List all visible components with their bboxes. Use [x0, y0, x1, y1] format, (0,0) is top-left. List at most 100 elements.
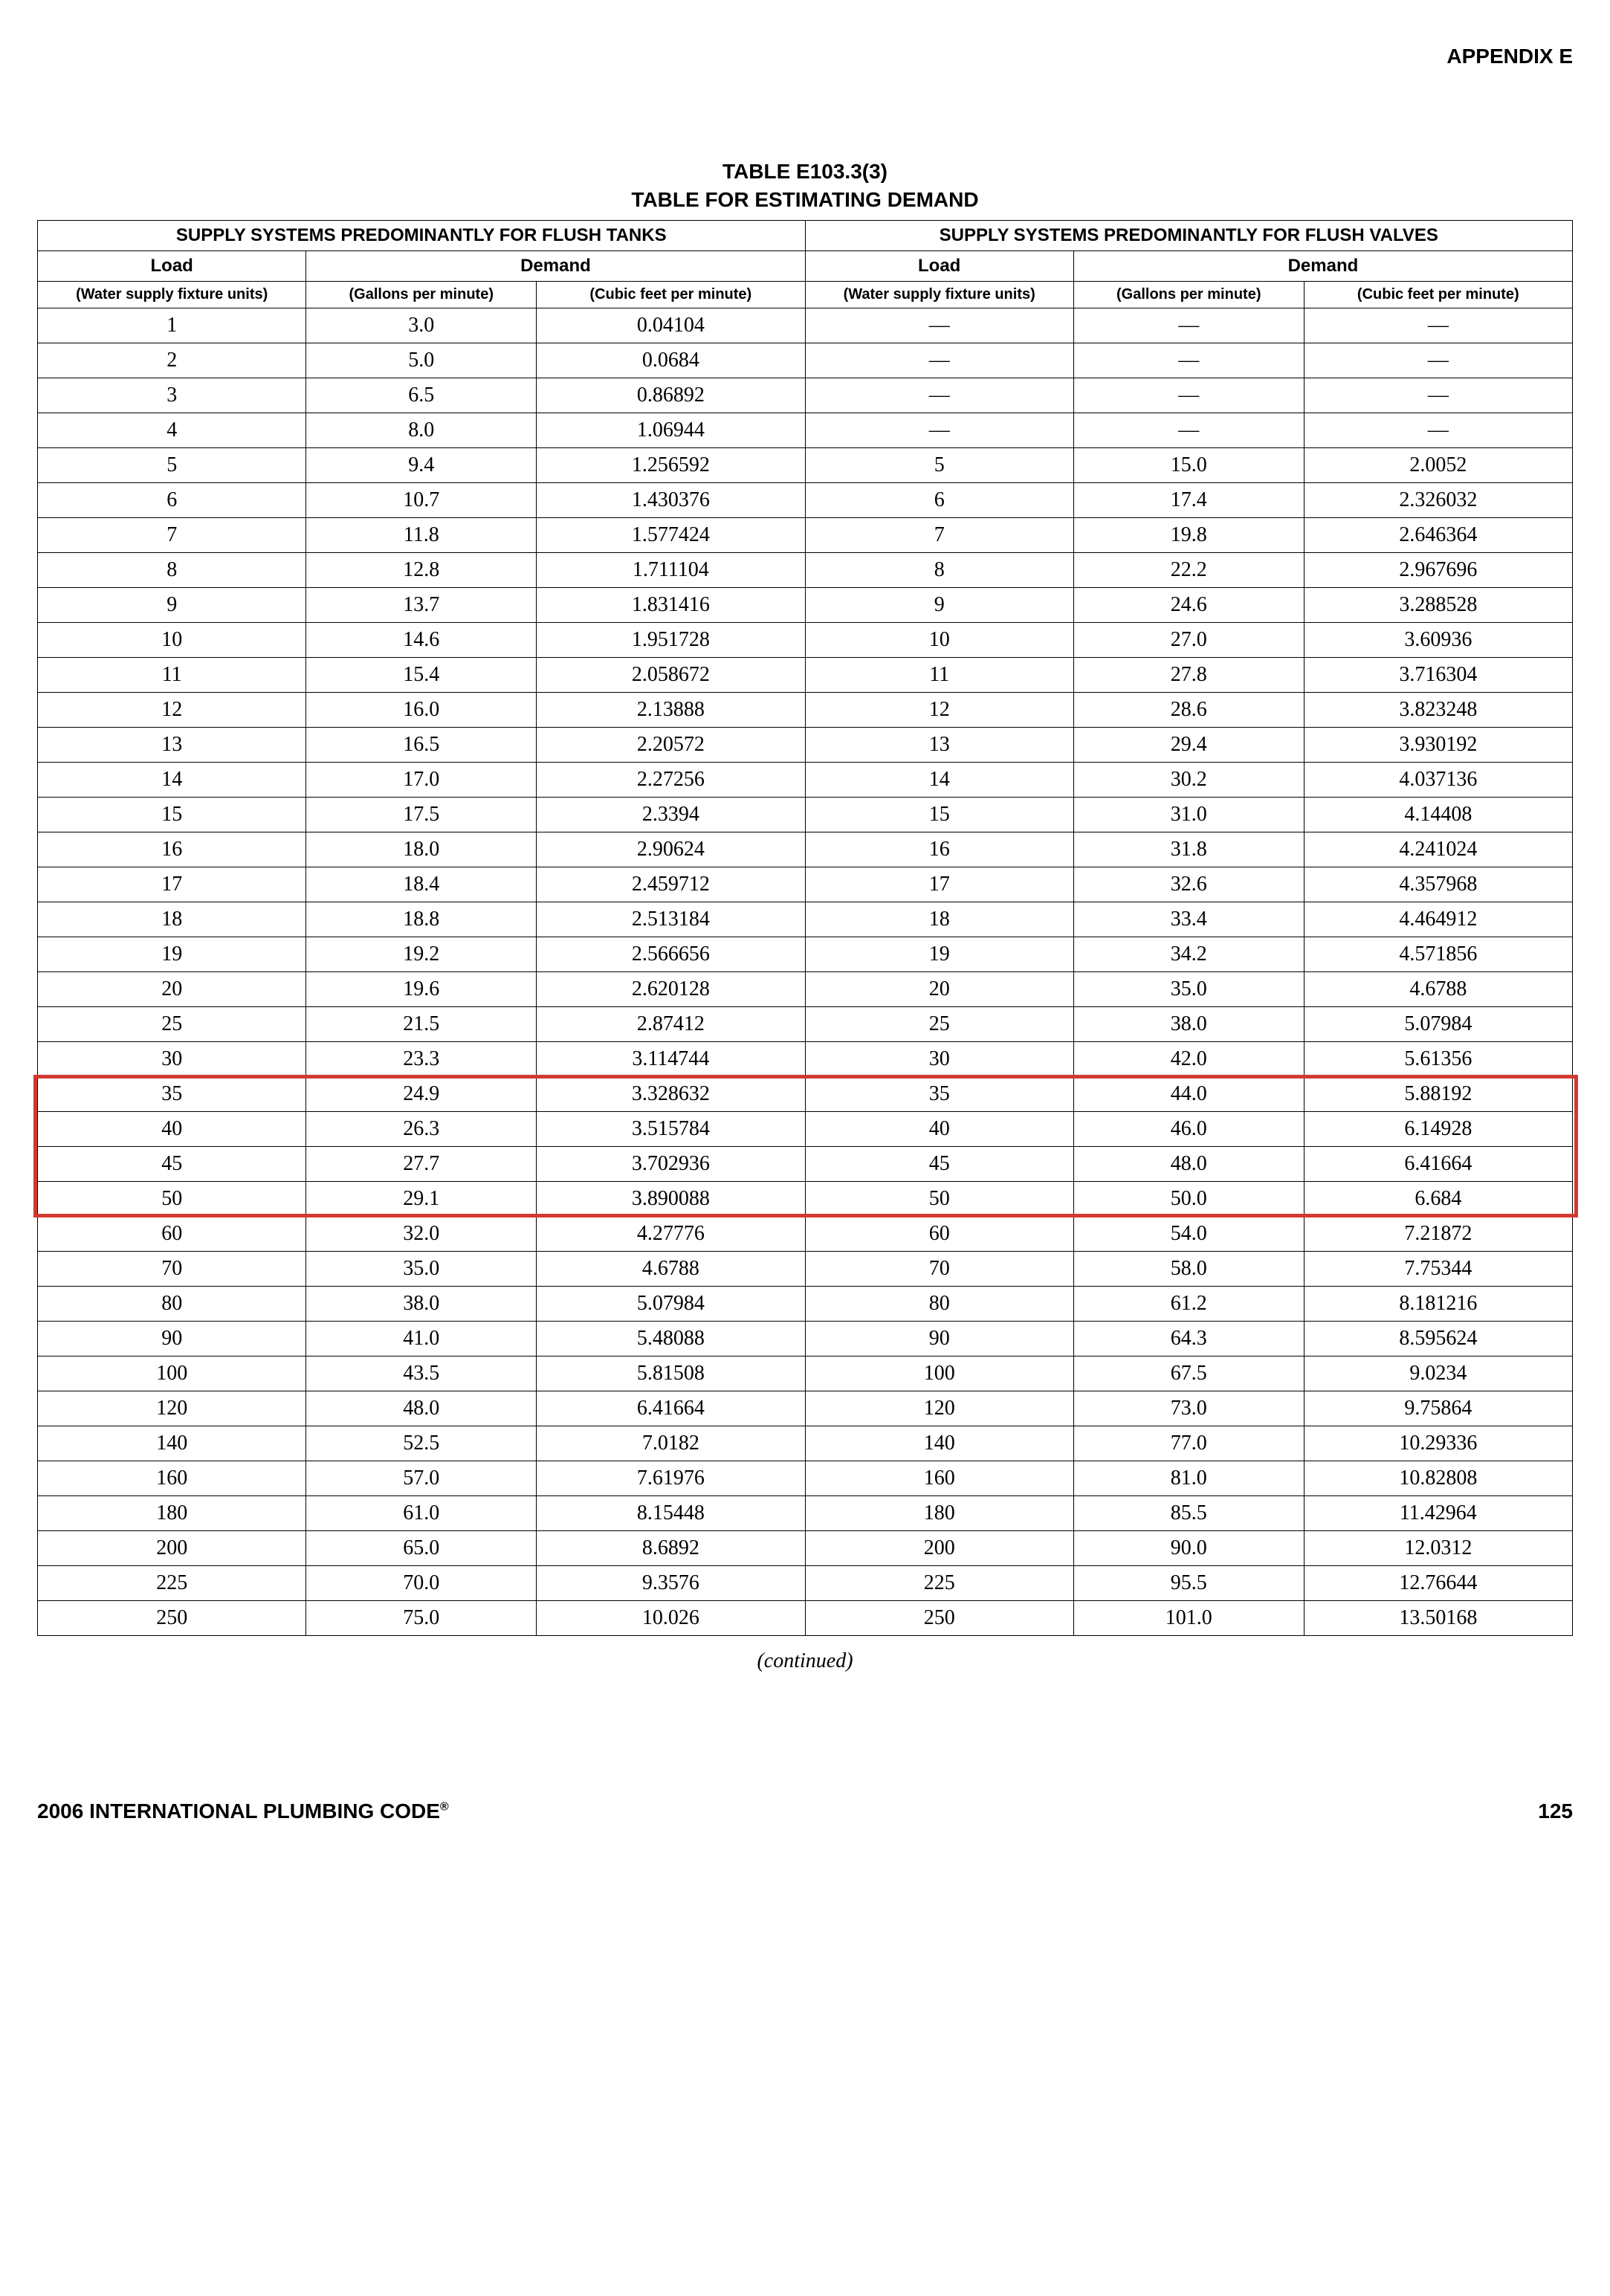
- table-row: 25075.010.026250101.013.50168: [38, 1600, 1573, 1635]
- table-row: 16057.07.6197616081.010.82808: [38, 1461, 1573, 1495]
- table-cell: 11: [38, 657, 306, 692]
- table-cell: 12.8: [306, 552, 537, 587]
- table-cell: 77.0: [1073, 1426, 1304, 1461]
- table-cell: 10.7: [306, 482, 537, 517]
- footer-reg: ®: [440, 1800, 449, 1813]
- table-cell: 6.5: [306, 378, 537, 413]
- table-cell: 18.4: [306, 867, 537, 902]
- table-cell: 90: [38, 1321, 306, 1356]
- table-cell: 32.6: [1073, 867, 1304, 902]
- table-cell: 30: [38, 1041, 306, 1076]
- table-cell: 32.0: [306, 1216, 537, 1251]
- table-cell: 5.07984: [537, 1286, 805, 1321]
- table-cell: 45: [805, 1146, 1073, 1181]
- table-row: 4527.73.7029364548.06.41664: [38, 1146, 1573, 1181]
- table-row: 25.00.0684———: [38, 343, 1573, 378]
- table-cell: 8: [38, 552, 306, 587]
- table-row: 5029.13.8900885050.06.684: [38, 1181, 1573, 1216]
- table-cell: 0.04104: [537, 308, 805, 343]
- table-cell: 3.823248: [1304, 692, 1572, 727]
- table-cell: 73.0: [1073, 1391, 1304, 1426]
- table-cell: 9.3576: [537, 1565, 805, 1600]
- table-cell: 10.29336: [1304, 1426, 1572, 1461]
- table-cell: 27.0: [1073, 622, 1304, 657]
- header-cfpm-2: (Cubic feet per minute): [1304, 281, 1572, 308]
- table-cell: 29.4: [1073, 727, 1304, 762]
- table-cell: 2.87412: [537, 1006, 805, 1041]
- table-cell: 35: [38, 1076, 306, 1111]
- table-cell: 6.41664: [1304, 1146, 1572, 1181]
- table-cell: 18.0: [306, 832, 537, 867]
- table-row: 7035.04.67887058.07.75344: [38, 1251, 1573, 1286]
- table-cell: 19: [805, 937, 1073, 971]
- table-cell: 160: [38, 1461, 306, 1495]
- table-row: 4026.33.5157844046.06.14928: [38, 1111, 1573, 1146]
- table-cell: 7.75344: [1304, 1251, 1572, 1286]
- table-row: 711.81.577424719.82.646364: [38, 517, 1573, 552]
- table-cell: 7.61976: [537, 1461, 805, 1495]
- table-cell: 81.0: [1073, 1461, 1304, 1495]
- table-cell: 2: [38, 343, 306, 378]
- table-cell: 9.4: [306, 447, 537, 482]
- table-cell: 4.241024: [1304, 832, 1572, 867]
- table-cell: 3.60936: [1304, 622, 1572, 657]
- table-cell: 3.716304: [1304, 657, 1572, 692]
- table-cell: 2.27256: [537, 762, 805, 797]
- table-cell: 7.21872: [1304, 1216, 1572, 1251]
- table-cell: 6.14928: [1304, 1111, 1572, 1146]
- table-cell: 24.9: [306, 1076, 537, 1111]
- table-cell: 44.0: [1073, 1076, 1304, 1111]
- sub-header-row: Load Demand Load Demand: [38, 250, 1573, 281]
- table-row: 1517.52.33941531.04.14408: [38, 797, 1573, 832]
- table-cell: 18: [38, 902, 306, 937]
- table-cell: 1.430376: [537, 482, 805, 517]
- table-cell: 6: [38, 482, 306, 517]
- table-cell: 6.41664: [537, 1391, 805, 1426]
- table-cell: —: [1304, 343, 1572, 378]
- table-cell: 7.0182: [537, 1426, 805, 1461]
- table-cell: 50: [805, 1181, 1073, 1216]
- table-cell: 8.595624: [1304, 1321, 1572, 1356]
- table-cell: 70.0: [306, 1565, 537, 1600]
- table-cell: 23.3: [306, 1041, 537, 1076]
- table-cell: 31.0: [1073, 797, 1304, 832]
- table-row: 59.41.256592515.02.0052: [38, 447, 1573, 482]
- table-cell: 4.6788: [1304, 971, 1572, 1006]
- table-cell: 70: [38, 1251, 306, 1286]
- table-cell: 200: [805, 1530, 1073, 1565]
- table-cell: 250: [38, 1600, 306, 1635]
- table-cell: 2.967696: [1304, 552, 1572, 587]
- table-row: 10043.55.8150810067.59.0234: [38, 1356, 1573, 1391]
- table-cell: 3.114744: [537, 1041, 805, 1076]
- table-cell: 16: [805, 832, 1073, 867]
- table-cell: 1.256592: [537, 447, 805, 482]
- table-cell: 95.5: [1073, 1565, 1304, 1600]
- table-cell: 45: [38, 1146, 306, 1181]
- table-row: 2019.62.6201282035.04.6788: [38, 971, 1573, 1006]
- table-body: 13.00.04104———25.00.0684———36.50.86892——…: [38, 308, 1573, 1635]
- table-cell: 1.951728: [537, 622, 805, 657]
- table-cell: 140: [805, 1426, 1073, 1461]
- footer-page-number: 125: [1538, 1799, 1573, 1823]
- table-cell: 8.15448: [537, 1495, 805, 1530]
- table-cell: —: [805, 413, 1073, 447]
- table-cell: 15: [38, 797, 306, 832]
- table-cell: 85.5: [1073, 1495, 1304, 1530]
- table-row: 1316.52.205721329.43.930192: [38, 727, 1573, 762]
- header-wsfu-2: (Water supply fixture units): [805, 281, 1073, 308]
- table-cell: 24.6: [1073, 587, 1304, 622]
- table-cell: 8.0: [306, 413, 537, 447]
- table-cell: 4.571856: [1304, 937, 1572, 971]
- table-row: 20065.08.689220090.012.0312: [38, 1530, 1573, 1565]
- table-cell: —: [1073, 378, 1304, 413]
- table-cell: 5.07984: [1304, 1006, 1572, 1041]
- table-cell: 2.620128: [537, 971, 805, 1006]
- table-title: TABLE E103.3(3) TABLE FOR ESTIMATING DEM…: [37, 158, 1573, 214]
- table-cell: 26.3: [306, 1111, 537, 1146]
- table-cell: 17: [805, 867, 1073, 902]
- table-cell: 16: [38, 832, 306, 867]
- table-cell: 3.288528: [1304, 587, 1572, 622]
- table-cell: 33.4: [1073, 902, 1304, 937]
- table-cell: 6.684: [1304, 1181, 1572, 1216]
- table-cell: 13: [805, 727, 1073, 762]
